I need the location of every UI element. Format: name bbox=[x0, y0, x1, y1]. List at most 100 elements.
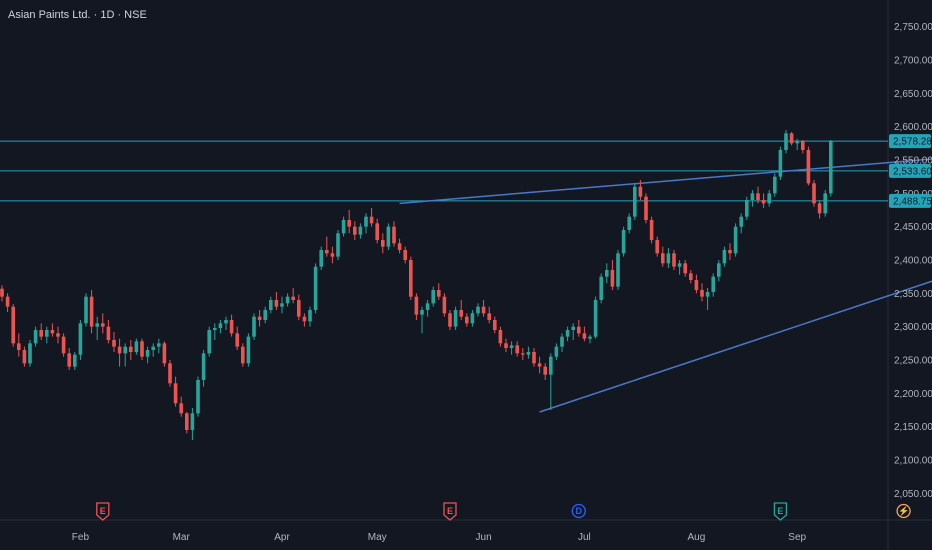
y-tick-label: 2,450.00 bbox=[894, 222, 932, 233]
candle-body bbox=[151, 346, 155, 350]
y-tick-label: 2,050.00 bbox=[894, 489, 932, 500]
x-tick-label: Sep bbox=[788, 532, 806, 543]
candle bbox=[554, 343, 559, 360]
candle-body bbox=[476, 306, 480, 314]
candle-body bbox=[140, 341, 144, 357]
candle bbox=[347, 210, 351, 234]
x-tick-label: May bbox=[368, 532, 387, 543]
candle-body bbox=[364, 216, 368, 227]
candle-body bbox=[717, 263, 721, 277]
candle-body bbox=[308, 310, 312, 322]
candle bbox=[705, 288, 710, 310]
candle bbox=[201, 350, 206, 387]
candle bbox=[672, 250, 676, 270]
event-marker-shape bbox=[443, 502, 457, 521]
candle bbox=[17, 333, 21, 357]
candle-body bbox=[504, 343, 508, 348]
candle bbox=[784, 130, 788, 154]
candle-body bbox=[0, 288, 4, 297]
candle-body bbox=[705, 292, 710, 297]
candle-body bbox=[465, 316, 469, 324]
trendline bbox=[539, 280, 932, 413]
candle bbox=[745, 196, 749, 220]
candle-body bbox=[263, 310, 267, 320]
chart-title: Asian Paints Ltd. · 1D · NSE bbox=[8, 9, 147, 21]
y-tick-label: 2,350.00 bbox=[894, 289, 932, 300]
event-marker-letter: ⚡ bbox=[898, 505, 909, 517]
candle bbox=[442, 293, 447, 317]
candle bbox=[179, 396, 183, 417]
candle bbox=[801, 140, 805, 154]
candle-body bbox=[817, 203, 822, 214]
candle-body bbox=[481, 306, 486, 314]
candle-body bbox=[5, 296, 10, 307]
candle bbox=[173, 376, 178, 407]
candle bbox=[162, 341, 167, 367]
dividend-event-icon[interactable]: D bbox=[571, 503, 586, 519]
candle-body bbox=[784, 133, 788, 150]
candle-body bbox=[95, 323, 99, 327]
candle bbox=[605, 263, 609, 284]
candle bbox=[593, 296, 598, 339]
candle bbox=[5, 293, 10, 312]
candle-body bbox=[241, 346, 245, 364]
candle-body bbox=[218, 323, 223, 328]
candle bbox=[711, 273, 715, 297]
price-tags: 2,578.28 2,533.60 2,488.75 bbox=[889, 134, 932, 208]
candle bbox=[84, 293, 88, 327]
candle-body bbox=[414, 296, 419, 315]
candle bbox=[22, 346, 27, 367]
price-tag-bg bbox=[889, 193, 931, 208]
candle bbox=[257, 310, 262, 327]
price-tag: 2,533.60 bbox=[889, 163, 932, 178]
candle bbox=[661, 246, 665, 267]
candle-body bbox=[123, 346, 127, 354]
candle bbox=[89, 290, 94, 334]
candle-body bbox=[381, 240, 385, 247]
candle bbox=[498, 326, 503, 347]
candle-body bbox=[145, 350, 150, 357]
earnings-event-icon[interactable]: E bbox=[773, 502, 788, 521]
candle bbox=[532, 348, 536, 367]
candle bbox=[521, 348, 525, 360]
candle bbox=[73, 352, 77, 370]
candle-body bbox=[397, 243, 402, 250]
candle-body bbox=[50, 330, 55, 334]
candle-body bbox=[627, 216, 631, 230]
candle-body bbox=[773, 176, 777, 194]
candle-body bbox=[593, 300, 598, 337]
candle-body bbox=[84, 296, 88, 324]
candle bbox=[733, 223, 738, 257]
candle bbox=[117, 338, 122, 367]
y-tick-label: 2,250.00 bbox=[894, 356, 932, 367]
candle-body bbox=[33, 330, 38, 344]
candle-body bbox=[28, 343, 32, 364]
candle-body bbox=[168, 363, 172, 384]
candle-body bbox=[56, 333, 60, 337]
candle bbox=[465, 313, 469, 327]
earnings-event-icon[interactable]: E bbox=[443, 502, 457, 521]
candle-body bbox=[453, 310, 458, 327]
candle-body bbox=[252, 316, 256, 337]
candle bbox=[453, 306, 458, 330]
candle-body bbox=[537, 363, 542, 367]
event-marker-shape bbox=[96, 502, 110, 521]
candle-body bbox=[269, 300, 273, 310]
candle bbox=[185, 412, 189, 434]
candle-body bbox=[694, 280, 699, 290]
price-tag-label: 2,533.60 bbox=[893, 166, 932, 177]
candle-body bbox=[700, 290, 704, 297]
y-tick-label: 2,150.00 bbox=[894, 422, 932, 433]
x-tick-label: Mar bbox=[173, 532, 191, 543]
candle-body bbox=[313, 266, 318, 310]
candle-body bbox=[369, 216, 374, 224]
candle bbox=[493, 316, 497, 334]
candle-body bbox=[437, 290, 441, 297]
candle-body bbox=[207, 330, 211, 354]
candle-body bbox=[829, 141, 833, 194]
candle-body bbox=[196, 380, 200, 414]
split-event-icon[interactable]: ⚡ bbox=[896, 503, 911, 519]
candle bbox=[750, 190, 755, 207]
earnings-event-icon[interactable]: E bbox=[96, 502, 110, 521]
